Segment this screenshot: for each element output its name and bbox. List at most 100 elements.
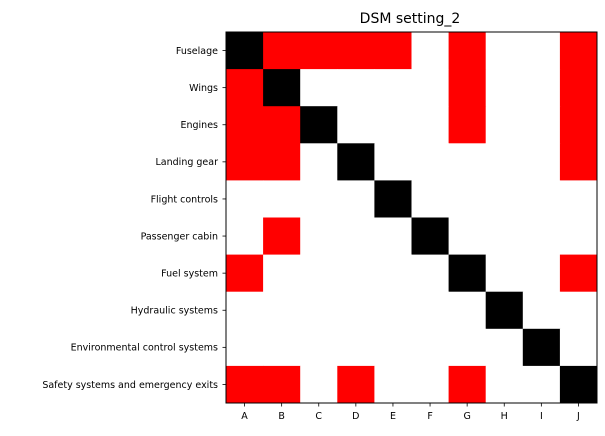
heatmap-cell-wings-d — [337, 69, 375, 107]
heatmap-cell-environmental-control-systems-f — [411, 328, 449, 367]
heatmap-cell-engines-h — [485, 106, 524, 144]
heatmap-cell-fuel-system-a — [226, 254, 264, 293]
heatmap-cell-fuselage-b — [263, 32, 301, 70]
heatmap-cell-wings-c — [300, 69, 338, 107]
heatmap-cell-passenger-cabin-a — [226, 217, 264, 255]
x-tick-label: H — [501, 411, 508, 422]
heatmap-cell-hydraulic-systems-c — [300, 291, 338, 330]
heatmap-cell-safety-systems-and-emergency-exits-b — [263, 365, 301, 404]
heatmap-cell-passenger-cabin-f — [411, 217, 449, 255]
y-tick-label: Fuel system — [161, 268, 218, 279]
heatmap-cell-wings-j — [559, 69, 598, 107]
heatmap-cell-fuselage-e — [374, 32, 412, 70]
heatmap-cell-wings-b — [263, 69, 301, 107]
heatmap-cell-environmental-control-systems-e — [374, 328, 412, 367]
heatmap-cell-hydraulic-systems-g — [448, 291, 487, 330]
heatmap-cell-engines-g — [448, 106, 487, 144]
heatmap-cells — [226, 32, 598, 404]
heatmap-cell-passenger-cabin-h — [485, 217, 524, 255]
y-tick-label: Flight controls — [151, 194, 218, 205]
heatmap-cell-engines-d — [337, 106, 375, 144]
heatmap-cell-landing-gear-a — [226, 143, 264, 181]
heatmap-cell-fuel-system-b — [263, 254, 301, 293]
chart-title: DSM setting_2 — [360, 11, 461, 27]
heatmap-cell-hydraulic-systems-e — [374, 291, 412, 330]
heatmap-cell-flight-controls-h — [485, 180, 524, 218]
x-tick-label: I — [540, 411, 543, 422]
heatmap-cell-flight-controls-a — [226, 180, 264, 218]
y-tick-label: Wings — [189, 83, 218, 94]
heatmap-cell-engines-e — [374, 106, 412, 144]
y-axis-ticks: Fuselage Wings Engines Landing gear Flight c… — [42, 46, 226, 391]
heatmap-cell-flight-controls-b — [263, 180, 301, 218]
y-tick-label: Passenger cabin — [141, 231, 218, 242]
heatmap-cell-flight-controls-g — [448, 180, 487, 218]
heatmap-cell-wings-h — [485, 69, 524, 107]
heatmap-cell-flight-controls-c — [300, 180, 338, 218]
heatmap-cell-passenger-cabin-g — [448, 217, 487, 255]
heatmap-cell-fuselage-h — [485, 32, 524, 70]
heatmap-cell-hydraulic-systems-b — [263, 291, 301, 330]
heatmap-cell-engines-c — [300, 106, 338, 144]
heatmap-cell-environmental-control-systems-d — [337, 328, 375, 367]
y-tick-label: Landing gear — [156, 157, 219, 168]
heatmap-cell-landing-gear-f — [411, 143, 449, 181]
y-tick-label: Hydraulic systems — [131, 306, 218, 317]
heatmap-cell-safety-systems-and-emergency-exits-a — [226, 365, 264, 404]
y-tick-label: Environmental control systems — [71, 343, 218, 354]
heatmap-cell-fuel-system-i — [522, 254, 561, 293]
x-tick-label: J — [576, 411, 580, 422]
heatmap-cell-wings-e — [374, 69, 412, 107]
heatmap-cell-engines-a — [226, 106, 264, 144]
heatmap-cell-fuselage-a — [226, 32, 264, 70]
heatmap-cell-passenger-cabin-i — [522, 217, 561, 255]
heatmap-cell-hydraulic-systems-d — [337, 291, 375, 330]
heatmap-cell-fuel-system-c — [300, 254, 338, 293]
heatmap-cell-safety-systems-and-emergency-exits-j — [559, 365, 598, 404]
heatmap-cell-fuel-system-h — [485, 254, 524, 293]
heatmap-cell-fuel-system-d — [337, 254, 375, 293]
heatmap-cell-fuel-system-e — [374, 254, 412, 293]
heatmap-cell-passenger-cabin-b — [263, 217, 301, 255]
plot-frame — [225, 31, 598, 404]
heatmap-cell-landing-gear-j — [559, 143, 598, 181]
heatmap-cell-fuselage-i — [522, 32, 561, 70]
heatmap-cell-environmental-control-systems-j — [559, 328, 598, 367]
heatmap-cell-fuselage-f — [411, 32, 449, 70]
heatmap-cell-fuselage-c — [300, 32, 338, 70]
heatmap-cell-passenger-cabin-c — [300, 217, 338, 255]
x-tick-label: B — [278, 411, 285, 422]
heatmap-cell-hydraulic-systems-i — [522, 291, 561, 330]
heatmap-cell-fuselage-j — [559, 32, 598, 70]
heatmap-cell-environmental-control-systems-b — [263, 328, 301, 367]
heatmap-cell-safety-systems-and-emergency-exits-c — [300, 365, 338, 404]
heatmap-cell-environmental-control-systems-i — [522, 328, 561, 367]
heatmap-cell-flight-controls-d — [337, 180, 375, 218]
heatmap-cell-landing-gear-c — [300, 143, 338, 181]
heatmap-cell-safety-systems-and-emergency-exits-f — [411, 365, 449, 404]
heatmap-cell-fuselage-g — [448, 32, 487, 70]
heatmap-cell-passenger-cabin-e — [374, 217, 412, 255]
heatmap-cell-passenger-cabin-d — [337, 217, 375, 255]
heatmap-cell-safety-systems-and-emergency-exits-i — [522, 365, 561, 404]
heatmap-cell-engines-j — [559, 106, 598, 144]
heatmap-cell-flight-controls-f — [411, 180, 449, 218]
heatmap-cell-environmental-control-systems-g — [448, 328, 487, 367]
heatmap-cell-landing-gear-d — [337, 143, 375, 181]
heatmap-cell-landing-gear-i — [522, 143, 561, 181]
heatmap-cell-wings-a — [226, 69, 264, 107]
heatmap-cell-environmental-control-systems-c — [300, 328, 338, 367]
heatmap-cell-engines-i — [522, 106, 561, 144]
y-tick-label: Engines — [180, 120, 218, 131]
heatmap-cell-wings-f — [411, 69, 449, 107]
heatmap-cell-wings-i — [522, 69, 561, 107]
heatmap-cell-engines-b — [263, 106, 301, 144]
heatmap-cell-environmental-control-systems-a — [226, 328, 264, 367]
x-tick-label: F — [427, 411, 432, 422]
heatmap-cell-flight-controls-e — [374, 180, 412, 218]
heatmap-cell-safety-systems-and-emergency-exits-h — [485, 365, 524, 404]
heatmap-cell-fuel-system-g — [448, 254, 487, 293]
heatmap-cell-safety-systems-and-emergency-exits-e — [374, 365, 412, 404]
